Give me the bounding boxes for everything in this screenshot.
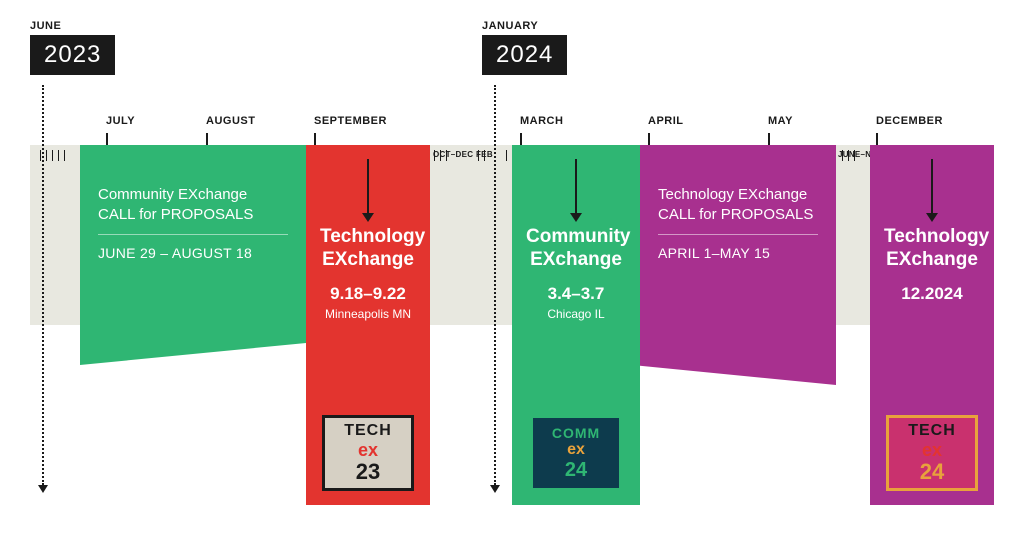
- tick-icon: [506, 150, 507, 161]
- event-location: Minneapolis MN: [320, 307, 416, 321]
- event-dates: 3.4–3.7: [526, 284, 626, 304]
- event-logo: COMM ex 24: [530, 415, 622, 491]
- month-tick-icon: [206, 133, 208, 145]
- month-tick-icon: [876, 133, 878, 145]
- year-marker-month: JUNE: [30, 20, 115, 32]
- arrow-down-icon: [931, 159, 933, 214]
- cfp-dates: APRIL 1–MAY 15: [658, 245, 818, 261]
- tick-icon: [58, 150, 59, 161]
- month-label: JULY: [106, 115, 135, 127]
- compressed-range-label: FEB: [476, 150, 493, 159]
- month-label-text: APRIL: [648, 115, 684, 127]
- divider: [658, 234, 818, 235]
- month-tick-icon: [648, 133, 650, 145]
- year-marker-year: 2023: [30, 35, 115, 75]
- logo-line2: ex: [358, 441, 378, 459]
- logo-line2: ex: [922, 441, 942, 459]
- cfp-title: Community EXchange: [98, 185, 288, 205]
- month-label-text: MARCH: [520, 115, 563, 127]
- cfp-dates: JUNE 29 – AUGUST 18: [98, 245, 288, 261]
- year-marker-line: [494, 85, 496, 485]
- month-label: APRIL: [648, 115, 684, 127]
- month-tick-icon: [314, 133, 316, 145]
- logo-line1: COMM: [552, 426, 600, 440]
- event-dates: 12.2024: [884, 284, 980, 304]
- logo-line1: TECH: [908, 423, 956, 439]
- event-block: Technology EXchange 9.18–9.22 Minneapolis …: [306, 145, 430, 505]
- month-label-text: MAY: [768, 115, 793, 127]
- logo-line3: 24: [920, 461, 944, 483]
- year-marker: JANUARY 2024: [482, 20, 567, 75]
- month-label-text: SEPTEMBER: [314, 115, 387, 127]
- year-marker-line: [42, 85, 44, 485]
- event-block: Community EXchange 3.4–3.7 Chicago IL COMM e…: [512, 145, 640, 505]
- month-label: MARCH: [520, 115, 563, 127]
- tick-icon: [52, 150, 53, 161]
- year-marker-year: 2024: [482, 35, 567, 75]
- event-dates: 9.18–9.22: [320, 284, 416, 304]
- arrow-down-icon: [367, 159, 369, 214]
- month-label: DECEMBER: [876, 115, 943, 127]
- cfp-block: Technology EXchangeCALL for PROPOSALS APR…: [640, 145, 836, 385]
- month-tick-icon: [520, 133, 522, 145]
- event-logo: TECH ex 23: [322, 415, 414, 491]
- month-tick-icon: [106, 133, 108, 145]
- tick-group: [40, 148, 70, 164]
- tick-icon: [64, 150, 65, 161]
- cfp-title: Technology EXchange: [658, 185, 818, 205]
- month-label: AUGUST: [206, 115, 255, 127]
- logo-line3: 24: [565, 460, 587, 480]
- cfp-subtitle: CALL for PROPOSALS: [98, 205, 288, 225]
- month-tick-icon: [768, 133, 770, 145]
- timeline-root: JUNE 2023 JANUARY 2024 JULY AUGUST SEPTEMBER M…: [30, 0, 994, 544]
- month-label: MAY: [768, 115, 793, 127]
- compressed-range-label: OCT–DEC: [433, 150, 473, 159]
- month-label-text: DECEMBER: [876, 115, 943, 127]
- event-logo: TECH ex 24: [886, 415, 978, 491]
- event-title: Technology EXchange: [884, 226, 980, 272]
- event-title: Community EXchange: [526, 226, 626, 272]
- event-title: Technology EXchange: [320, 226, 416, 272]
- logo-line1: TECH: [344, 423, 392, 439]
- logo-line3: 23: [356, 461, 380, 483]
- month-label-text: AUGUST: [206, 115, 255, 127]
- month-label-text: JULY: [106, 115, 135, 127]
- divider: [98, 234, 288, 235]
- logo-line2: ex: [567, 442, 585, 458]
- arrow-down-icon: [575, 159, 577, 214]
- cfp-subtitle: CALL for PROPOSALS: [658, 205, 818, 225]
- year-marker: JUNE 2023: [30, 20, 115, 75]
- tick-icon: [46, 150, 47, 161]
- cfp-block: Community EXchangeCALL for PROPOSALS JUNE…: [80, 145, 306, 365]
- year-marker-month: JANUARY: [482, 20, 567, 32]
- event-block: Technology EXchange 12.2024 TECH ex 24: [870, 145, 994, 505]
- tick-icon: [40, 150, 41, 161]
- month-label: SEPTEMBER: [314, 115, 387, 127]
- event-location: Chicago IL: [526, 307, 626, 321]
